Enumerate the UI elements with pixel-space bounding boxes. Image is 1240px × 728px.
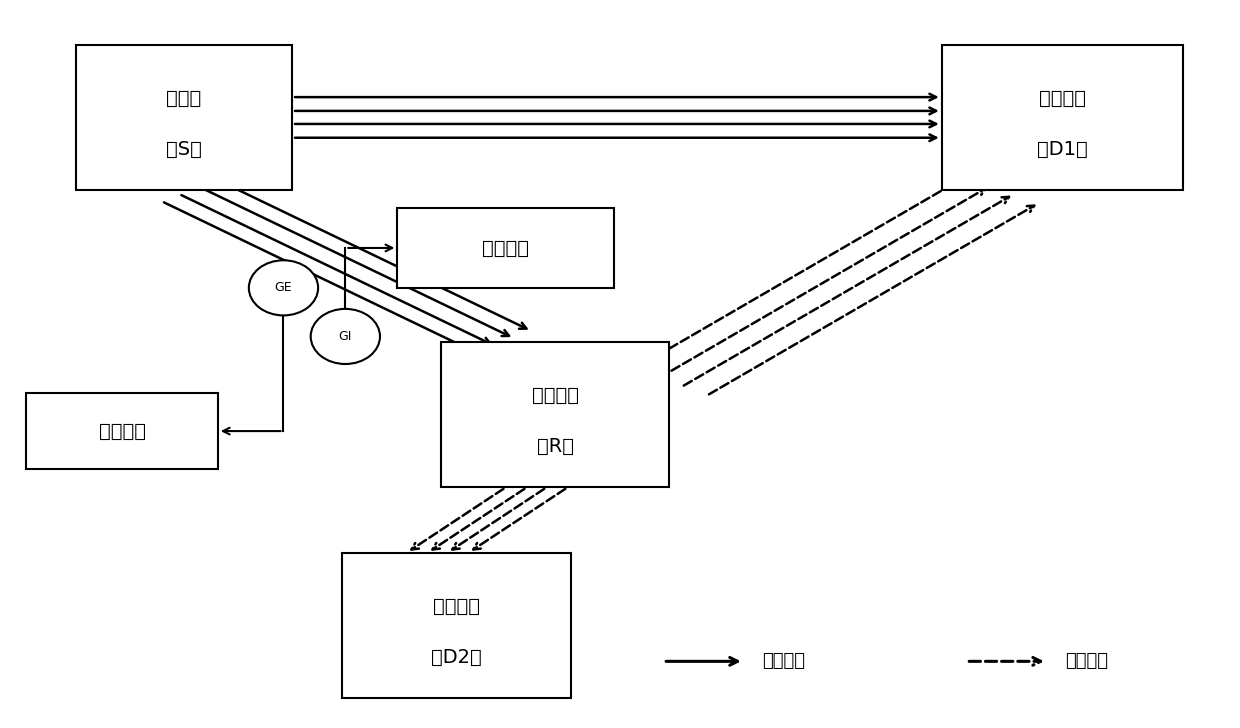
- FancyBboxPatch shape: [342, 553, 570, 697]
- FancyBboxPatch shape: [76, 45, 293, 190]
- Text: 信息解码: 信息解码: [482, 239, 529, 258]
- FancyBboxPatch shape: [440, 342, 670, 487]
- Text: 中继节点: 中继节点: [532, 387, 579, 405]
- FancyBboxPatch shape: [26, 393, 218, 469]
- Text: 第二时隙: 第二时隙: [1065, 652, 1109, 670]
- Text: 能量采集: 能量采集: [98, 422, 145, 440]
- Ellipse shape: [249, 261, 319, 315]
- FancyBboxPatch shape: [941, 45, 1183, 190]
- Text: 目的节点: 目的节点: [433, 597, 480, 616]
- Text: （D1）: （D1）: [1037, 140, 1087, 159]
- Text: （S）: （S）: [166, 140, 202, 159]
- Text: GI: GI: [339, 330, 352, 343]
- Text: 第一时隙: 第一时隙: [763, 652, 805, 670]
- FancyBboxPatch shape: [397, 208, 614, 288]
- Text: （R）: （R）: [537, 438, 574, 456]
- Text: 目的节点: 目的节点: [1039, 89, 1086, 108]
- Text: GE: GE: [275, 281, 293, 294]
- Ellipse shape: [311, 309, 379, 364]
- Text: （D2）: （D2）: [430, 647, 481, 667]
- Text: 源节点: 源节点: [166, 89, 202, 108]
